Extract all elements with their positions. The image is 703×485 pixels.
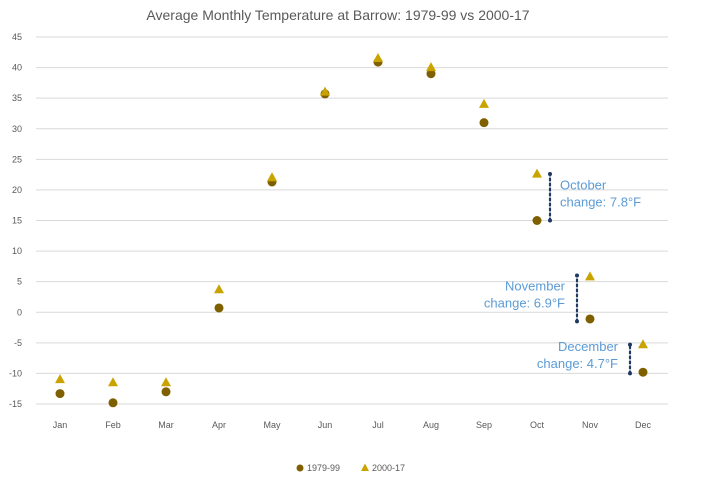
annotation-label: November [505, 278, 566, 293]
y-tick-label: 40 [12, 63, 22, 73]
x-tick-label: May [263, 420, 281, 430]
annotation-label: change: 7.8°F [560, 194, 641, 209]
point-2000-17 [267, 172, 277, 182]
data-points [55, 53, 648, 408]
point-1979-99 [426, 69, 436, 79]
point-2000-17 [638, 339, 648, 349]
y-tick-label: 10 [12, 246, 22, 256]
y-axis-ticks: 45 40 35 30 25 20 15 10 5 0 -5 -10 -15 [9, 32, 22, 409]
y-tick-label: -15 [9, 399, 22, 409]
legend-label: 1979-99 [307, 463, 340, 473]
x-tick-label: Dec [635, 420, 652, 430]
chart-title: Average Monthly Temperature at Barrow: 1… [146, 7, 529, 23]
x-tick-label: Apr [212, 420, 226, 430]
x-tick-label: Jan [53, 420, 68, 430]
point-2000-17 [108, 377, 118, 387]
y-tick-label: 30 [12, 124, 22, 134]
point-1979-99 [214, 303, 224, 313]
y-tick-label: 15 [12, 216, 22, 226]
point-2000-17 [161, 377, 171, 387]
y-tick-label: 25 [12, 154, 22, 164]
point-1979-99 [638, 367, 648, 377]
y-tick-label: 35 [12, 93, 22, 103]
x-tick-label: Sep [476, 420, 492, 430]
point-2000-17 [479, 98, 489, 108]
point-2000-17 [426, 62, 436, 72]
legend-marker-2000-17 [361, 463, 369, 471]
change-annotations: October change: 7.8°F November change: 6.9°… [484, 172, 641, 376]
point-1979-99 [532, 216, 542, 225]
y-tick-label: 20 [12, 185, 22, 195]
change-line-end [628, 371, 632, 376]
legend-marker-1979-99 [296, 464, 304, 472]
x-axis-ticks: Jan Feb Mar Apr May Jun Jul Aug Sep Oct Nov Dec [53, 420, 652, 430]
x-tick-label: Oct [530, 420, 545, 430]
x-tick-label: Mar [158, 420, 174, 430]
y-tick-label: 45 [12, 32, 22, 42]
change-line-end [548, 172, 552, 177]
x-tick-label: Feb [105, 420, 121, 430]
x-tick-label: Aug [423, 420, 439, 430]
y-tick-label: -10 [9, 368, 22, 378]
annotation-label: October [560, 177, 607, 192]
x-tick-label: Jun [318, 420, 333, 430]
y-tick-label: -5 [14, 338, 22, 348]
point-1979-99 [108, 398, 118, 408]
grid-lines [36, 36, 668, 405]
legend: 1979-99 2000-17 [296, 463, 405, 473]
point-1979-99 [161, 387, 171, 397]
point-2000-17 [214, 284, 224, 294]
x-tick-label: Jul [372, 420, 384, 430]
point-1979-99 [479, 118, 489, 128]
legend-label: 2000-17 [372, 463, 405, 473]
change-line-end [548, 218, 552, 223]
change-line-end [628, 342, 632, 347]
change-line-end [575, 273, 579, 278]
point-2000-17 [55, 374, 65, 384]
y-tick-label: 0 [17, 307, 22, 317]
point-2000-17 [585, 271, 595, 281]
point-1979-99 [55, 389, 65, 399]
annotation-label: change: 6.9°F [484, 295, 565, 310]
point-2000-17 [320, 86, 330, 96]
annotation-label: change: 4.7°F [537, 356, 618, 371]
point-1979-99 [585, 314, 595, 324]
x-tick-label: Nov [582, 420, 599, 430]
annotation-label: December [558, 339, 619, 354]
y-tick-label: 5 [17, 277, 22, 287]
change-line-end [575, 319, 579, 324]
point-2000-17 [373, 53, 383, 63]
point-2000-17 [532, 168, 542, 178]
